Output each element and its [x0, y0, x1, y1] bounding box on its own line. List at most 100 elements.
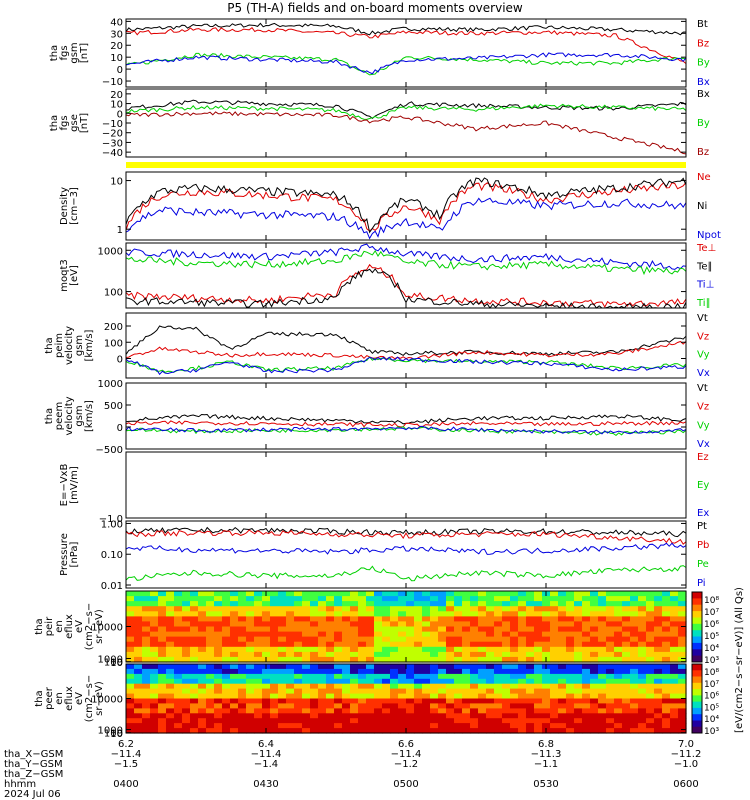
spectrogram-cell [606, 631, 615, 638]
spectrogram-cell [566, 688, 575, 695]
orbit-row-value: 0500 [393, 779, 418, 790]
spectrogram-cell [238, 668, 247, 675]
spectrogram-cell [606, 713, 615, 719]
spectrogram-cell [174, 688, 183, 695]
spectrogram-cell [438, 611, 447, 617]
spectrogram-cell [534, 631, 543, 638]
y-axis-label: sr−eV) [94, 609, 105, 644]
spectrogram-cell [526, 728, 535, 734]
spectrogram-cell [646, 596, 655, 602]
legend-entry-vy: Vy [697, 350, 710, 361]
spectrogram-cell [446, 636, 455, 643]
spectrogram-cell [214, 606, 223, 612]
spectrogram-cell [254, 664, 263, 670]
spectrogram-cell [582, 728, 591, 734]
spectrogram-cell [574, 656, 583, 663]
spectrogram-cell [390, 641, 399, 648]
spectrogram-cell [486, 668, 495, 675]
spectrogram-cell [518, 651, 527, 658]
spectrogram-cell [214, 596, 223, 602]
spectrogram-cell [246, 698, 255, 704]
spectrogram-cell [222, 591, 231, 597]
spectrogram-cell [294, 611, 303, 617]
spectrogram-cell [206, 703, 215, 709]
spectrogram-cell [142, 631, 151, 638]
series-line-ne [125, 181, 687, 232]
spectrogram-cell [598, 698, 607, 704]
spectrogram-cell [510, 641, 519, 648]
spectrogram-cell [222, 668, 231, 675]
spectrogram-cell [566, 698, 575, 704]
spectrogram-cell [342, 621, 351, 628]
spectrogram-cell [182, 591, 191, 597]
spectrogram-cell [278, 641, 287, 648]
spectrogram-cell [462, 601, 471, 607]
spectrogram-cell [462, 713, 471, 719]
spectrogram-cell [550, 713, 559, 719]
spectrogram-cell [326, 611, 335, 617]
legend-entry-vz: Vz [697, 402, 709, 413]
spectrogram-cell [142, 651, 151, 658]
spectrogram-cell [222, 713, 231, 719]
spectrogram-cell [422, 713, 431, 719]
spectrogram-cell [342, 626, 351, 633]
spectrogram-cell [334, 606, 343, 612]
y-axis-label: (cm2−s− [84, 675, 95, 722]
spectrogram-cell [582, 641, 591, 648]
spectrogram-cell [198, 621, 207, 628]
spectrogram-cell [302, 723, 311, 729]
y-axis-label: peer [44, 686, 55, 710]
spectrogram-cell [310, 678, 319, 685]
spectrogram-cell [166, 636, 175, 643]
spectrogram-cell [270, 708, 279, 714]
spectrogram-cell [454, 596, 463, 602]
spectrogram-cell [606, 611, 615, 617]
spectrogram-cell [230, 621, 239, 628]
spectrogram-cell [150, 601, 159, 607]
spectrogram-cell [502, 708, 511, 714]
spectrogram-cell [550, 718, 559, 724]
spectrogram-cell [590, 636, 599, 643]
spectrogram-cell [358, 656, 367, 663]
spectrogram-cell [174, 601, 183, 607]
spectrogram-cell [198, 718, 207, 724]
spectrogram-cell [366, 636, 375, 643]
y-tick-label: 0.10 [101, 550, 123, 561]
spectrogram-cell [278, 688, 287, 695]
panel-frame [125, 312, 687, 379]
spectrogram-cell [470, 688, 479, 695]
spectrogram-cell [158, 616, 167, 623]
spectrogram-cell [470, 641, 479, 648]
spectrogram-cell [406, 596, 415, 602]
colorbar-cell [692, 649, 702, 657]
spectrogram-cell [574, 646, 583, 653]
spectrogram-cell [470, 693, 479, 700]
spectrogram-cell [294, 596, 303, 602]
spectrogram-cell [598, 611, 607, 617]
spectrogram-cell [350, 606, 359, 612]
spectrogram-cell [390, 718, 399, 724]
spectrogram-cell [358, 601, 367, 607]
legend-entry-pb: Pb [697, 540, 709, 551]
spectrogram-cell [166, 651, 175, 658]
spectrogram-cell [270, 723, 279, 729]
spectrogram-cell [134, 601, 143, 607]
spectrogram-cell [646, 728, 655, 734]
spectrogram-cell [382, 678, 391, 685]
spectrogram-cell [438, 641, 447, 648]
spectrogram-cell [134, 713, 143, 719]
spectrogram-cell [430, 606, 439, 612]
spectrogram-cell [270, 664, 279, 670]
spectrogram-cell [182, 683, 191, 690]
spectrogram-cell [478, 708, 487, 714]
spectrogram-cell [398, 693, 407, 700]
spectrogram-cell [526, 646, 535, 653]
spectrogram-cell [510, 668, 519, 675]
spectrogram-cell [558, 621, 567, 628]
spectrogram-cell [294, 678, 303, 685]
spectrogram-cell [590, 723, 599, 729]
spectrogram-cell [510, 596, 519, 602]
spectrogram-cell [630, 678, 639, 685]
spectrogram-cell [462, 668, 471, 675]
spectrogram-cell [350, 678, 359, 685]
